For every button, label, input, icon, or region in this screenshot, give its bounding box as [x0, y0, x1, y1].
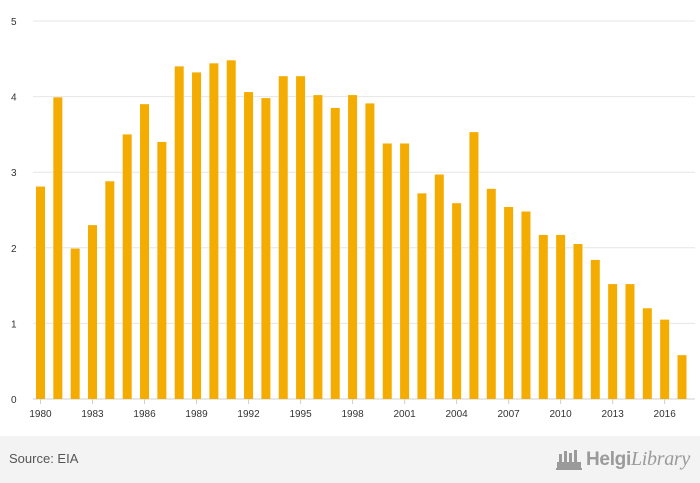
bar-1996[interactable] — [313, 95, 323, 399]
x-tick-label: 2001 — [393, 409, 416, 420]
bar-2007[interactable] — [504, 206, 514, 399]
x-tick-label: 2007 — [497, 409, 520, 420]
y-tick-label: 4 — [11, 93, 17, 104]
bar-1995[interactable] — [296, 76, 306, 400]
y-tick-label: 1 — [11, 319, 17, 330]
bar-2008[interactable] — [521, 211, 531, 399]
bar-2006[interactable] — [486, 188, 496, 399]
bar-1987[interactable] — [157, 141, 167, 399]
bar-1997[interactable] — [330, 107, 340, 399]
y-tick-label: 5 — [11, 17, 17, 28]
x-tick-label: 1986 — [133, 409, 156, 420]
bar-1991[interactable] — [226, 60, 236, 399]
x-tick-label: 1992 — [237, 409, 260, 420]
y-tick-label: 0 — [11, 395, 17, 406]
bar-2013[interactable] — [608, 284, 618, 399]
bars — [36, 60, 687, 400]
bar-1980[interactable] — [36, 186, 45, 399]
x-tick-label: 1998 — [341, 409, 364, 420]
bar-1984[interactable] — [105, 181, 115, 399]
bar-chart: 0 1 2 3 4 5 1980 1983 1986 1989 1992 1995 1998 2001 2… — [11, 17, 695, 420]
bar-2015[interactable] — [642, 308, 652, 399]
bar-2002[interactable] — [417, 193, 427, 399]
bar-2012[interactable] — [590, 259, 600, 399]
library-logo-icon — [556, 448, 583, 470]
bar-2011[interactable] — [573, 244, 583, 399]
bar-2014[interactable] — [625, 284, 635, 399]
bar-1992[interactable] — [244, 92, 254, 400]
bar-2005[interactable] — [469, 132, 479, 399]
bar-1998[interactable] — [348, 95, 358, 399]
bar-1982[interactable] — [70, 248, 80, 399]
x-tick-label: 1995 — [289, 409, 312, 420]
x-tick-label: 2004 — [445, 409, 468, 420]
bar-2010[interactable] — [556, 234, 566, 399]
bar-2003[interactable] — [434, 174, 444, 399]
brand-name-part2: Library — [630, 447, 690, 470]
bar-1983[interactable] — [88, 225, 98, 399]
bar-1988[interactable] — [174, 66, 184, 400]
bar-2000[interactable] — [382, 143, 392, 399]
x-tick-label: 2016 — [654, 409, 677, 420]
x-tick-label: 1989 — [185, 409, 208, 420]
brand-name: HelgiLibrary — [586, 448, 690, 471]
y-tick-label: 3 — [11, 168, 17, 179]
source-label: Source: EIA — [9, 451, 79, 466]
bar-1999[interactable] — [365, 103, 375, 400]
bar-1981[interactable] — [53, 97, 63, 399]
x-tick-label: 2013 — [602, 409, 625, 420]
x-tick-label: 2010 — [550, 409, 573, 420]
bar-1986[interactable] — [140, 104, 150, 399]
bar-1994[interactable] — [278, 76, 288, 400]
x-tick-label: 1983 — [81, 409, 104, 420]
brand-name-part1: Helgi — [586, 448, 631, 470]
helgilibrary-logo[interactable]: HelgiLibrary — [556, 444, 690, 474]
bar-2017[interactable] — [677, 355, 687, 399]
chart-footer: Source: EIA HelgiLibrary — [0, 436, 700, 483]
bar-2016[interactable] — [660, 319, 670, 399]
y-tick-label: 2 — [11, 244, 17, 255]
y-axis-ticks: 0 1 2 3 4 5 — [11, 17, 17, 406]
bar-1993[interactable] — [261, 98, 271, 399]
bar-1990[interactable] — [209, 63, 219, 399]
x-axis-ticks: 1980 1983 1986 1989 1992 1995 1998 2001 2004 2007… — [29, 399, 676, 420]
x-tick-label: 1980 — [29, 409, 52, 420]
bar-1989[interactable] — [192, 72, 202, 400]
bar-2001[interactable] — [400, 143, 410, 399]
bar-2009[interactable] — [538, 234, 548, 399]
bar-1985[interactable] — [122, 134, 132, 399]
bar-2004[interactable] — [452, 203, 462, 399]
